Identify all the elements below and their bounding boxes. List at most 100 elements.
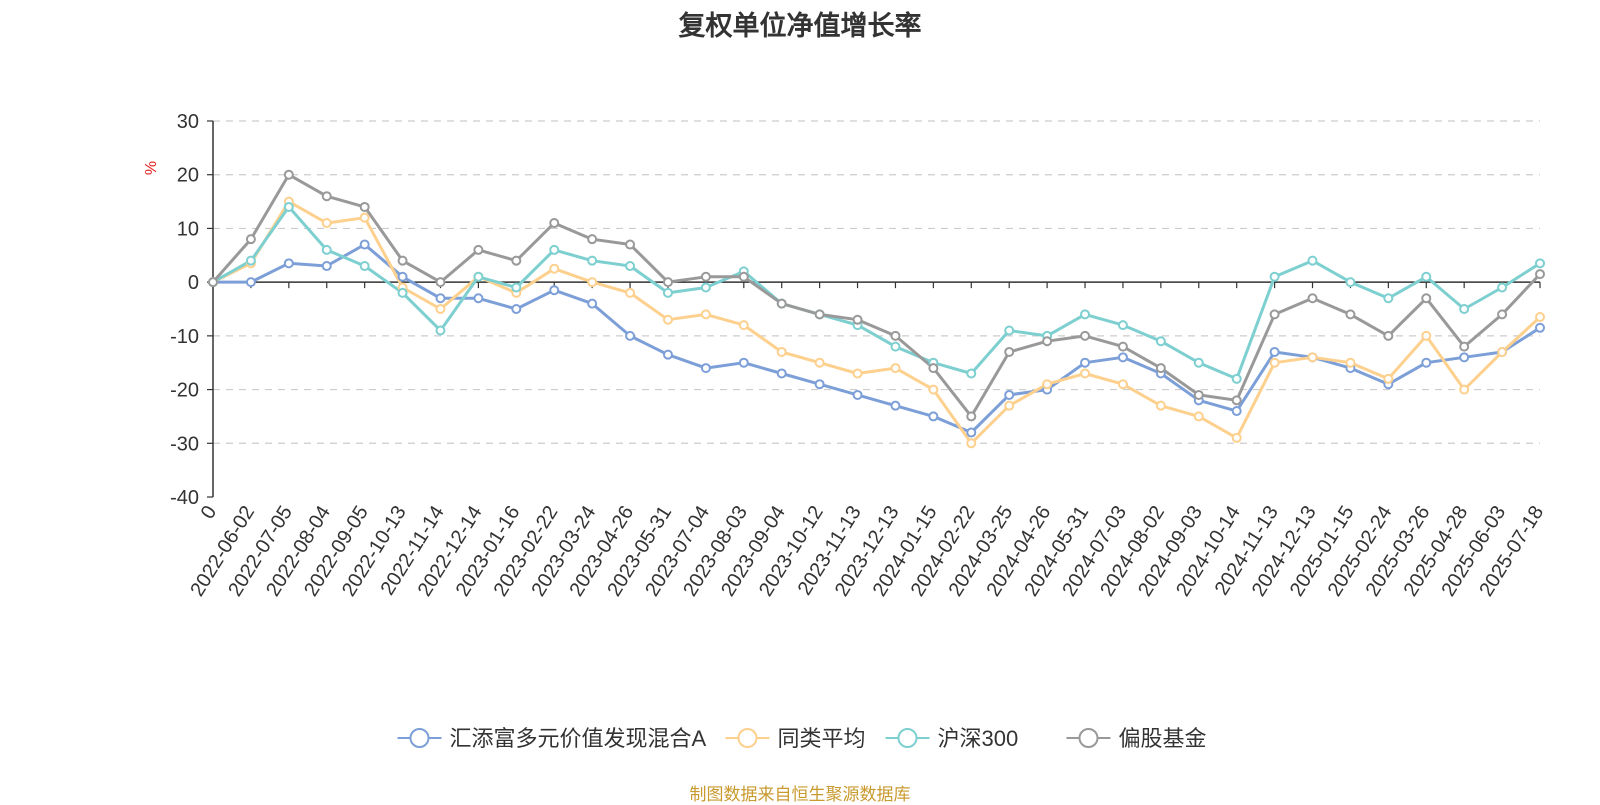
legend-item-2[interactable]: 沪深300 [885, 726, 1019, 751]
series-point-2 [1080, 309, 1091, 320]
series-point-2 [625, 261, 636, 272]
series-point-0 [397, 271, 408, 282]
series-point-3 [1383, 330, 1394, 341]
series-point-0 [1421, 357, 1432, 368]
series-point-3 [700, 271, 711, 282]
series-point-3 [473, 244, 484, 255]
y-axis-unit: % [143, 161, 160, 175]
legend-item-3[interactable]: 偏股基金 [1066, 726, 1207, 751]
series-point-0 [928, 411, 939, 422]
series-point-3 [1421, 293, 1432, 304]
series-point-0 [1459, 352, 1470, 363]
source-footer: 制图数据来自恒生聚源数据库 [689, 785, 911, 804]
series-point-3 [890, 330, 901, 341]
series-point-2 [1345, 277, 1356, 288]
series-point-3 [397, 255, 408, 266]
series-point-2 [890, 341, 901, 352]
series-point-2 [1383, 293, 1394, 304]
series-point-3 [1231, 395, 1242, 406]
y-tick-label: 30 [177, 111, 199, 133]
series-point-2 [1421, 271, 1432, 282]
series-point-3 [549, 218, 560, 229]
series-point-0 [814, 379, 825, 390]
series-point-0 [587, 298, 598, 309]
series-point-0 [738, 357, 749, 368]
series-point-1 [1421, 330, 1432, 341]
series-point-2 [1497, 282, 1508, 293]
series-point-0 [625, 330, 636, 341]
legend-item-0[interactable]: 汇添富多元价值发现混合A [397, 726, 707, 751]
series-point-2 [966, 368, 977, 379]
series-point-3 [283, 169, 294, 180]
y-tick-label: -40 [170, 487, 199, 509]
series-point-1 [1497, 346, 1508, 357]
axes: 3020100-10-20-30-4002022-06-022022-07-05… [170, 111, 1548, 600]
legend-label: 沪深300 [938, 726, 1019, 751]
series-point-1 [1345, 357, 1356, 368]
y-tick-label: 10 [177, 218, 199, 240]
series-point-3 [1155, 363, 1166, 374]
series-point-1 [1459, 384, 1470, 395]
series-point-1 [587, 277, 598, 288]
legend: 汇添富多元价值发现混合A 同类平均 沪深300 偏股基金 [397, 726, 1207, 751]
series-point-2 [587, 255, 598, 266]
series-point-0 [1269, 346, 1280, 357]
series-line-3 [211, 173, 1542, 418]
legend-label: 汇添富多元价值发现混合A [450, 726, 707, 751]
y-tick-label: 0 [188, 272, 199, 294]
series-point-0 [359, 239, 370, 250]
series-point-3 [511, 255, 522, 266]
series-point-3 [1535, 269, 1545, 280]
series-point-3 [1080, 330, 1091, 341]
y-tick-label: -30 [170, 433, 199, 455]
x-tick-label: 0 [197, 502, 222, 523]
series-point-1 [435, 304, 446, 314]
series-point-3 [1459, 341, 1470, 352]
series-point-3 [1042, 336, 1053, 347]
y-tick-label: -10 [170, 326, 199, 348]
series-point-1 [1117, 379, 1128, 390]
series-point-3 [1117, 341, 1128, 352]
series-point-2 [1307, 255, 1318, 266]
series-point-2 [283, 201, 294, 212]
series-point-2 [1535, 258, 1545, 269]
series-point-3 [738, 271, 749, 282]
series-point-1 [1307, 352, 1318, 363]
series-point-2 [321, 244, 332, 255]
series-point-0 [966, 427, 977, 438]
series-point-1 [549, 263, 560, 274]
series-point-0 [1004, 389, 1015, 400]
legend-label: 偏股基金 [1119, 726, 1207, 751]
series-point-1 [662, 314, 673, 325]
series-point-3 [814, 309, 825, 320]
series-point-0 [473, 293, 484, 304]
series-point-0 [283, 258, 294, 269]
series-point-2 [700, 282, 711, 293]
series-point-2 [1155, 336, 1166, 347]
series-point-1 [359, 212, 370, 223]
series-point-1 [1383, 373, 1394, 384]
series-point-2 [1231, 373, 1242, 384]
series-point-0 [549, 285, 560, 296]
series-point-0 [1080, 357, 1091, 368]
series-point-2 [1269, 271, 1280, 282]
series-point-1 [625, 287, 636, 298]
series-point-1 [852, 368, 863, 379]
series-point-0 [1535, 322, 1545, 333]
series-point-2 [662, 287, 673, 298]
series-point-2 [245, 255, 256, 266]
series-point-1 [928, 384, 939, 395]
series-point-1 [890, 363, 901, 374]
series-point-0 [1117, 352, 1128, 363]
series-point-1 [1193, 411, 1204, 422]
series-point-1 [966, 438, 977, 449]
series-point-1 [814, 357, 825, 368]
series-point-0 [1231, 406, 1242, 417]
legend-label: 同类平均 [778, 726, 866, 751]
series-point-0 [776, 368, 787, 379]
series-point-3 [625, 239, 636, 250]
legend-item-1[interactable]: 同类平均 [725, 726, 866, 751]
series-point-1 [776, 346, 787, 357]
series-point-3 [435, 277, 446, 288]
series-point-3 [587, 234, 598, 245]
